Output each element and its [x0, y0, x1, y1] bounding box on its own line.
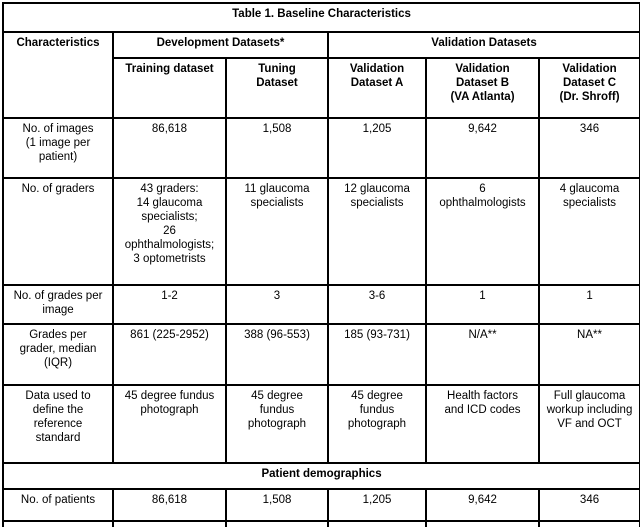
- title-row: Table 1. Baseline Characteristics: [1, 2, 640, 33]
- row-label: No. of patients: [2, 488, 114, 522]
- cell: 346: [537, 117, 640, 179]
- row-label: Grades per grader, median (IQR): [2, 323, 114, 386]
- cell: 6 ophthalmologists: [425, 177, 540, 286]
- cell: 1,508: [225, 488, 329, 522]
- row-label: [2, 520, 114, 527]
- cell: [225, 520, 329, 527]
- cell: 3: [225, 284, 329, 325]
- table-row-grades-per-image: No. of grades per image 1-2 3 3-6 1 1: [2, 284, 640, 325]
- cell: 86,618: [112, 488, 227, 522]
- column-header-tuning: Tuning Dataset: [225, 57, 329, 119]
- group-header-row: Characteristics Development Datasets* Va…: [2, 31, 640, 119]
- column-header-validation-c: Validation Dataset C (Dr. Shroff): [537, 57, 640, 119]
- column-header-row: Training dataset Tuning Dataset Validati…: [3, 57, 640, 119]
- row-label: No. of images (1 image per patient): [2, 117, 114, 179]
- cell: 45 degree fundus photograph: [327, 384, 427, 464]
- column-header-validation-a: Validation Dataset A: [327, 57, 427, 119]
- cell: 45 degree fundus photograph: [225, 384, 329, 464]
- group-header-validation: Validation Datasets: [326, 31, 640, 59]
- row-label: Data used to define the reference standa…: [2, 384, 114, 464]
- cell: 3-6: [327, 284, 427, 325]
- table-row-clipped: [2, 520, 640, 527]
- table-title: Table 1. Baseline Characteristics: [1, 2, 640, 33]
- cell: 1-2: [112, 284, 227, 325]
- row-label: No. of grades per image: [2, 284, 114, 325]
- table-row-no-of-images: No. of images (1 image per patient) 86,6…: [2, 117, 640, 179]
- cell: 12 glaucoma specialists: [327, 177, 427, 286]
- column-header-validation-b: Validation Dataset B (VA Atlanta): [425, 57, 540, 119]
- cell: [327, 520, 427, 527]
- cell: 11 glaucoma specialists: [225, 177, 329, 286]
- cell: N/A**: [425, 323, 540, 386]
- cell: 86,618: [112, 117, 227, 179]
- cell: Full glaucoma workup including VF and OC…: [537, 384, 640, 464]
- cell: 388 (96-553): [225, 323, 329, 386]
- cell: [425, 520, 540, 527]
- row-label: No. of graders: [2, 177, 114, 286]
- cell: 9,642: [425, 117, 540, 179]
- characteristics-header: Characteristics: [2, 31, 114, 119]
- section-header-patient-demographics: Patient demographics: [1, 462, 640, 490]
- cell: 185 (93-731): [327, 323, 427, 386]
- cell: 9,642: [425, 488, 540, 522]
- cell: 1: [425, 284, 540, 325]
- group-header-development: Development Datasets*: [112, 31, 329, 59]
- column-header-training: Training dataset: [112, 57, 227, 119]
- cell: 1: [537, 284, 640, 325]
- table-row-reference-standard-data: Data used to define the reference standa…: [2, 384, 640, 464]
- cell: 1,508: [225, 117, 329, 179]
- cell: 43 graders: 14 glaucoma specialists; 26 …: [112, 177, 227, 286]
- cell: [112, 520, 227, 527]
- table-row-grades-per-grader: Grades per grader, median (IQR) 861 (225…: [2, 323, 640, 386]
- cell: Health factors and ICD codes: [425, 384, 540, 464]
- cell: 346: [537, 488, 640, 522]
- table-row-no-of-patients: No. of patients 86,618 1,508 1,205 9,642…: [2, 488, 640, 522]
- cell: 861 (225-2952): [112, 323, 227, 386]
- cell: NA**: [537, 323, 640, 386]
- cell: 4 glaucoma specialists: [537, 177, 640, 286]
- table-row-no-of-graders: No. of graders 43 graders: 14 glaucoma s…: [2, 177, 640, 286]
- cell: [537, 520, 640, 527]
- cell: 1,205: [327, 488, 427, 522]
- cell: 1,205: [327, 117, 427, 179]
- cell: 45 degree fundus photograph: [112, 384, 227, 464]
- section-header-row: Patient demographics: [1, 462, 640, 490]
